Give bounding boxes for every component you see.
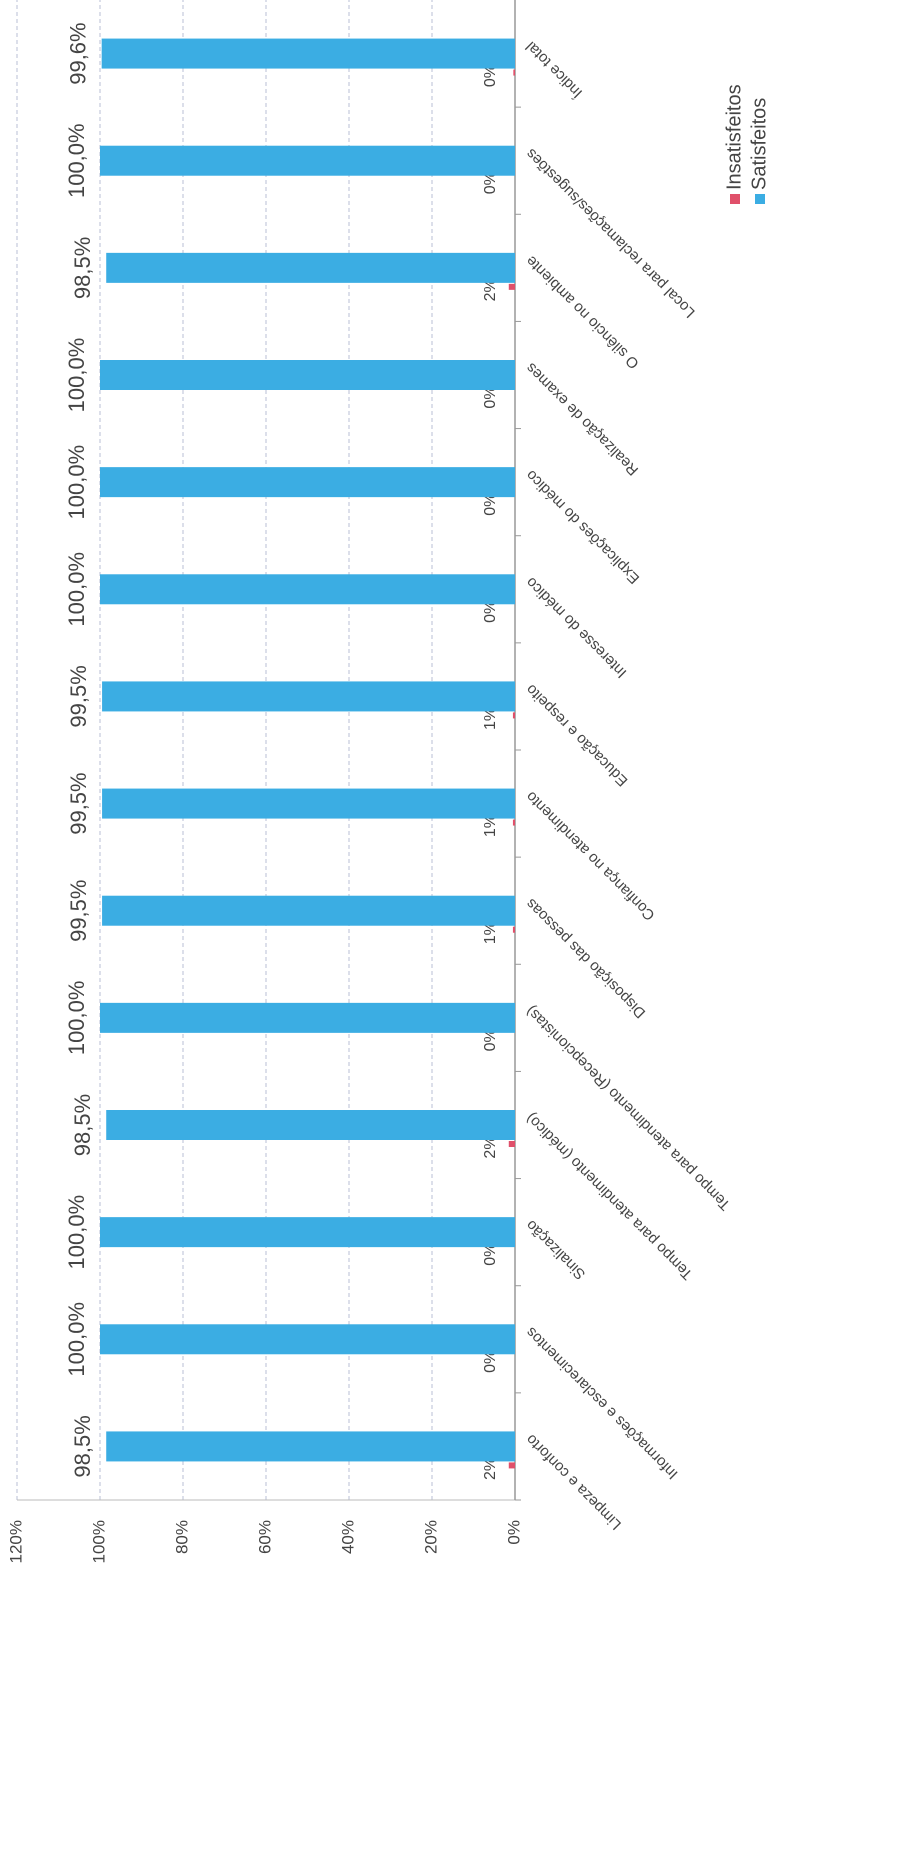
x-tick-label: Disposição das pessoas xyxy=(523,895,649,1021)
value-label: 100,0% xyxy=(64,1195,89,1270)
value-label: 100,0% xyxy=(64,338,89,413)
value-label: 99,5% xyxy=(66,880,91,942)
value-label: 100,0% xyxy=(64,981,89,1056)
bar xyxy=(508,1141,515,1147)
y-tick-label: 0% xyxy=(504,1520,523,1545)
bar xyxy=(102,681,515,712)
bar xyxy=(100,467,515,498)
x-tick-label: Confiança no atendimento xyxy=(523,788,659,924)
legend-marker xyxy=(755,194,765,204)
value-label: 0% xyxy=(482,385,499,408)
bar xyxy=(100,1217,515,1248)
x-tick-label: Educação e respeito xyxy=(523,681,632,790)
bar xyxy=(508,1462,515,1469)
legend-label: Insatisfeitos xyxy=(723,84,745,190)
value-label: 0% xyxy=(482,600,499,623)
y-tick-label: 100% xyxy=(89,1520,108,1563)
bar xyxy=(100,145,515,176)
bar xyxy=(106,1431,515,1462)
value-label: 2% xyxy=(482,1457,499,1480)
y-tick-label: 20% xyxy=(421,1520,440,1554)
bar xyxy=(100,574,515,605)
y-tick-label: 60% xyxy=(255,1520,274,1554)
value-label: 1% xyxy=(482,921,499,944)
x-tick-label: Tempo para atendimento (médico) xyxy=(523,1109,697,1283)
bar xyxy=(102,895,515,926)
value-label: 0% xyxy=(482,1028,499,1051)
bar xyxy=(102,788,515,819)
value-label: 98,5% xyxy=(70,237,95,299)
y-tick-label: 120% xyxy=(6,1520,25,1563)
bar xyxy=(512,926,515,933)
x-tick-label: Realização de exames xyxy=(523,359,642,478)
bar xyxy=(513,69,516,76)
bar xyxy=(512,712,515,719)
value-label: 2% xyxy=(482,278,499,301)
x-tick-label: Local para reclamações/sugestões xyxy=(523,145,699,321)
value-label: 0% xyxy=(482,171,499,194)
value-label: 99,5% xyxy=(66,665,91,727)
x-tick-label: Sinalização xyxy=(523,1217,589,1283)
value-label: 0% xyxy=(482,493,499,516)
value-label: 100,0% xyxy=(64,123,89,198)
rotated-chart: 0% 20% 40% 60% 80% 100% 120% Limpeza e conforto… xyxy=(6,0,770,1563)
value-label: 1% xyxy=(482,707,499,730)
bar xyxy=(101,38,515,69)
value-label: 98,5% xyxy=(70,1415,95,1477)
value-label: 1% xyxy=(482,814,499,837)
value-label: 0% xyxy=(482,1243,499,1266)
y-tick-label: 40% xyxy=(338,1520,357,1554)
bar xyxy=(508,283,515,290)
legend-marker xyxy=(730,194,740,204)
bar xyxy=(106,1110,515,1140)
bar xyxy=(512,819,515,826)
value-label: 0% xyxy=(482,1350,499,1373)
value-label: 2% xyxy=(482,1135,499,1158)
x-tick-label: Limpeza e conforto xyxy=(523,1431,625,1533)
value-label: 0% xyxy=(482,64,499,87)
bar xyxy=(100,360,515,390)
bar xyxy=(106,252,515,283)
x-tick-label: Índice total xyxy=(523,38,586,101)
x-tick-label: Interesse do médico xyxy=(523,574,631,682)
value-label: 99,5% xyxy=(66,772,91,834)
bar xyxy=(100,1324,515,1355)
bar xyxy=(100,1002,515,1033)
x-tick-label: Explicações do médico xyxy=(523,467,644,588)
value-label: 100,0% xyxy=(64,1302,89,1377)
value-label: 98,5% xyxy=(70,1094,95,1156)
legend-label: Satisfeitos xyxy=(748,98,770,190)
value-label: 99,6% xyxy=(65,22,90,84)
x-tick-label: Tempo para atendimento (Recepcionistas) xyxy=(523,1002,734,1213)
value-label: 100,0% xyxy=(64,552,89,627)
x-tick-label: O silêncio no ambiente xyxy=(523,252,643,372)
y-tick-label: 80% xyxy=(172,1520,191,1554)
value-label: 100,0% xyxy=(64,445,89,520)
